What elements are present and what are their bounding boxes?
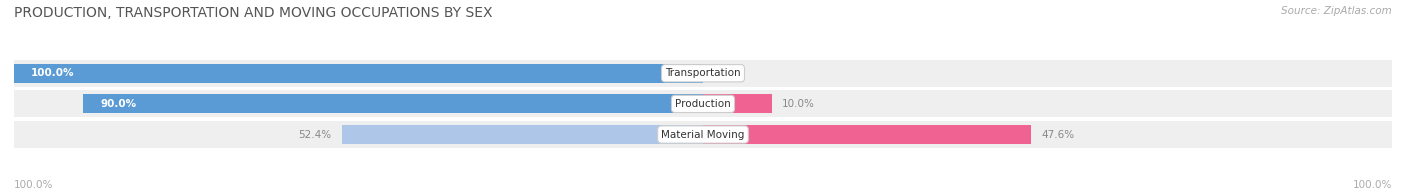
Text: 52.4%: 52.4% bbox=[298, 130, 332, 140]
Bar bbox=[83, 94, 703, 113]
Bar bbox=[342, 125, 703, 144]
Bar bbox=[703, 125, 1031, 144]
Text: 0.0%: 0.0% bbox=[713, 68, 740, 78]
Text: 10.0%: 10.0% bbox=[782, 99, 815, 109]
Bar bbox=[14, 60, 1392, 87]
Text: Source: ZipAtlas.com: Source: ZipAtlas.com bbox=[1281, 6, 1392, 16]
Text: 47.6%: 47.6% bbox=[1042, 130, 1074, 140]
Text: 100.0%: 100.0% bbox=[14, 180, 53, 190]
Bar bbox=[14, 64, 703, 83]
Text: Material Moving: Material Moving bbox=[661, 130, 745, 140]
Text: Production: Production bbox=[675, 99, 731, 109]
Text: 90.0%: 90.0% bbox=[100, 99, 136, 109]
Bar bbox=[703, 94, 772, 113]
Text: Transportation: Transportation bbox=[665, 68, 741, 78]
Bar bbox=[14, 90, 1392, 117]
Text: 100.0%: 100.0% bbox=[1353, 180, 1392, 190]
Text: 100.0%: 100.0% bbox=[31, 68, 75, 78]
Bar bbox=[14, 121, 1392, 148]
Text: PRODUCTION, TRANSPORTATION AND MOVING OCCUPATIONS BY SEX: PRODUCTION, TRANSPORTATION AND MOVING OC… bbox=[14, 6, 492, 20]
